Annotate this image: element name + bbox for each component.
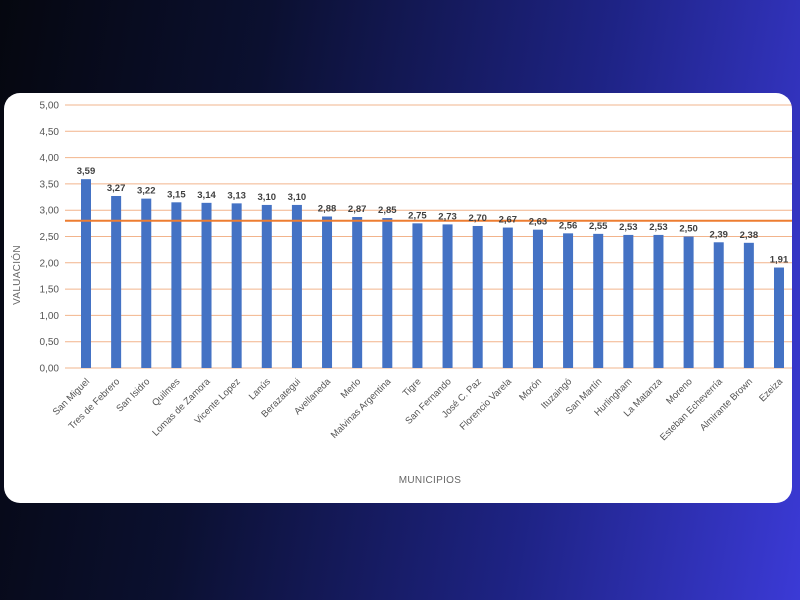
- y-tick-label: 2,00: [40, 258, 60, 269]
- bar: [713, 242, 724, 368]
- data-label: 2,63: [529, 217, 548, 228]
- data-label: 3,22: [137, 186, 156, 197]
- data-label: 3,14: [197, 190, 216, 201]
- category-label: Lanús: [247, 376, 273, 402]
- bar: [171, 202, 182, 368]
- data-label: 3,59: [77, 166, 96, 177]
- data-label: 2,38: [740, 230, 759, 241]
- data-label: 2,73: [438, 211, 457, 222]
- bar: [291, 204, 302, 368]
- data-label: 2,88: [318, 204, 337, 215]
- bar: [502, 227, 513, 368]
- category-label: Florencio Varela: [458, 376, 515, 433]
- data-label: 2,67: [499, 215, 518, 226]
- bars: [81, 179, 784, 368]
- bar: [683, 236, 694, 368]
- bar: [382, 218, 393, 368]
- bar: [773, 267, 784, 368]
- bar: [322, 216, 333, 368]
- bar: [141, 198, 152, 368]
- data-label: 2,56: [559, 220, 578, 231]
- bar: [563, 233, 574, 368]
- x-axis-title: MUNICIPIOS: [399, 475, 461, 486]
- data-label: 2,50: [679, 224, 698, 235]
- data-labels: 3,59 3,27 3,22 3,15 3,14 3,13 3,10 3,10 2,88 2,87…: [77, 166, 789, 265]
- data-label: 2,53: [649, 222, 668, 233]
- y-tick-label: 5,00: [40, 101, 60, 112]
- data-label: 1,91: [770, 255, 789, 266]
- data-label: 3,10: [288, 192, 307, 203]
- bar: [532, 229, 543, 368]
- category-label: Morón: [517, 376, 544, 403]
- bar: [261, 204, 272, 368]
- data-label: 2,55: [589, 221, 608, 232]
- data-label: 3,15: [167, 189, 186, 200]
- y-tick-label: 4,50: [40, 127, 60, 138]
- bar: [352, 217, 363, 368]
- bar: [81, 179, 91, 368]
- data-label: 2,70: [468, 213, 487, 224]
- y-tick-label: 4,00: [40, 153, 60, 164]
- y-tick-label: 0,50: [40, 337, 60, 348]
- data-label: 3,27: [107, 183, 126, 194]
- category-label: Almirante Brown: [698, 376, 755, 433]
- y-tick-label: 0,00: [40, 364, 60, 375]
- y-tick-label: 3,00: [40, 206, 60, 217]
- bar: [111, 195, 122, 368]
- bar-chart: 0,00 0,50 1,00 1,50 2,00 2,50 3,00 3,50 4,00 4,50…: [10, 101, 792, 486]
- bar: [653, 234, 664, 368]
- bar: [201, 202, 212, 368]
- data-label: 3,13: [227, 190, 246, 201]
- bar: [231, 203, 242, 368]
- y-axis-title: VALUACIÓN: [10, 245, 23, 305]
- category-label: Tigre: [401, 376, 424, 399]
- bar: [743, 242, 754, 368]
- data-label: 2,85: [378, 205, 397, 216]
- data-label: 2,53: [619, 222, 638, 233]
- data-label: 2,39: [709, 229, 728, 240]
- y-tick-label: 2,50: [40, 232, 60, 243]
- gridlines: [65, 104, 792, 369]
- data-label: 3,10: [258, 192, 277, 203]
- bar: [412, 223, 423, 368]
- data-label: 2,75: [408, 210, 427, 221]
- bar: [442, 224, 453, 368]
- y-tick-label: 1,00: [40, 311, 60, 322]
- data-label: 2,87: [348, 204, 367, 215]
- chart-card: 0,00 0,50 1,00 1,50 2,00 2,50 3,00 3,50 4,00 4,50…: [4, 93, 792, 503]
- y-tick-label: 1,50: [40, 285, 60, 296]
- category-label: Ezeiza: [757, 376, 785, 404]
- category-label: Merlo: [339, 376, 364, 401]
- y-axis-ticks: 0,00 0,50 1,00 1,50 2,00 2,50 3,00 3,50 4,00 4,50…: [40, 101, 60, 375]
- y-tick-label: 3,50: [40, 179, 60, 190]
- bar: [623, 234, 634, 368]
- bar: [593, 233, 604, 368]
- bar: [472, 225, 483, 368]
